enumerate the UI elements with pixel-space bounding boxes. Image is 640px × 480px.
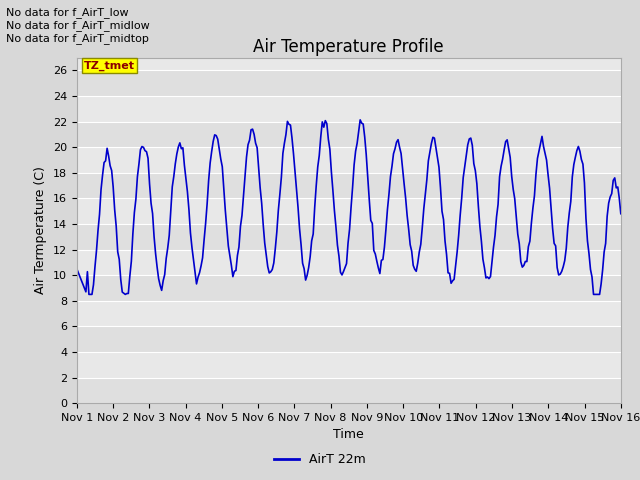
Bar: [77, 224, 621, 250]
Y-axis label: Air Termperature (C): Air Termperature (C): [35, 167, 47, 294]
Text: TZ_tmet: TZ_tmet: [84, 60, 135, 71]
Bar: [77, 275, 621, 301]
Text: No data for f_AirT_midtop: No data for f_AirT_midtop: [6, 33, 149, 44]
Text: No data for f_AirT_low: No data for f_AirT_low: [6, 7, 129, 18]
Bar: [77, 71, 621, 96]
Bar: [77, 326, 621, 352]
Text: No data for f_AirT_midlow: No data for f_AirT_midlow: [6, 20, 150, 31]
Bar: [77, 378, 621, 403]
Bar: [77, 121, 621, 147]
X-axis label: Time: Time: [333, 429, 364, 442]
Title: Air Temperature Profile: Air Temperature Profile: [253, 38, 444, 56]
Legend: AirT 22m: AirT 22m: [269, 448, 371, 471]
Bar: [77, 173, 621, 198]
